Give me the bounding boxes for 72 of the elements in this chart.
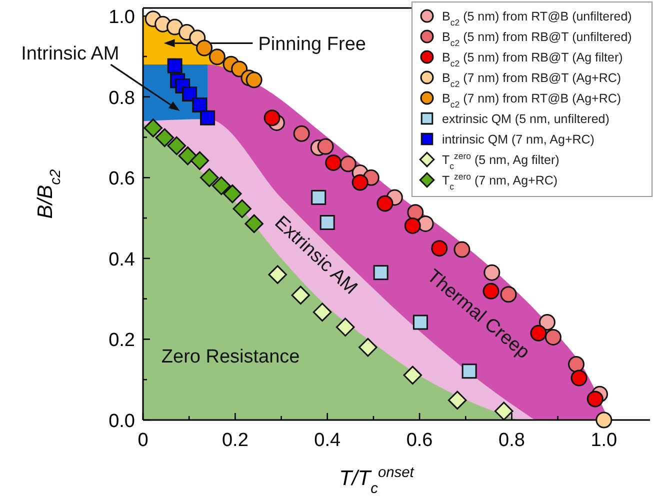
point bbox=[431, 240, 448, 257]
point bbox=[246, 72, 262, 88]
point bbox=[538, 314, 556, 330]
legend-label: B$_{c2}$ (5 nm) from RT@B (unfiltered) bbox=[442, 10, 632, 28]
point bbox=[596, 412, 612, 428]
y-tick-label: 0.0 bbox=[108, 411, 135, 432]
point bbox=[412, 314, 428, 330]
point bbox=[293, 125, 310, 142]
x-tick-label: 0.4 bbox=[314, 430, 341, 451]
point bbox=[340, 156, 356, 172]
point bbox=[244, 214, 264, 234]
point bbox=[568, 356, 585, 373]
point bbox=[155, 128, 174, 148]
x-tick-label: 1.0 bbox=[590, 430, 618, 451]
point bbox=[317, 138, 334, 155]
x-tick-label: 0.2 bbox=[222, 430, 248, 451]
point bbox=[167, 136, 186, 156]
legend-label: B$_{c2}$ (7 nm) from RB@T (Ag+RC) bbox=[442, 71, 622, 89]
text: Intrinsic AM bbox=[21, 43, 120, 64]
x-tick-label: 0.8 bbox=[498, 430, 525, 451]
point bbox=[264, 110, 280, 126]
point bbox=[200, 110, 216, 126]
legend-label: extrinsic QM (5 nm, unfiltered) bbox=[442, 112, 610, 126]
annotation: Pinning Free bbox=[258, 34, 366, 56]
point bbox=[544, 328, 562, 346]
point bbox=[232, 199, 252, 218]
point bbox=[586, 390, 604, 408]
point bbox=[200, 168, 219, 188]
point bbox=[178, 146, 198, 166]
point bbox=[182, 86, 198, 102]
point bbox=[403, 366, 422, 385]
point bbox=[291, 286, 310, 305]
y-tick-label: 1.0 bbox=[108, 7, 135, 28]
point bbox=[312, 302, 332, 322]
y-tick-label: 0.2 bbox=[108, 330, 135, 352]
point bbox=[311, 190, 326, 205]
x-tick-label: 0.6 bbox=[406, 430, 433, 451]
point bbox=[494, 402, 514, 420]
point bbox=[462, 364, 477, 379]
x-tick-label: 0 bbox=[138, 430, 148, 451]
point bbox=[190, 151, 210, 170]
point bbox=[192, 97, 208, 112]
legend-label: B$_{c2}$ (5 nm) from RB@T (Ag filter) bbox=[442, 50, 623, 68]
point bbox=[336, 318, 355, 336]
point bbox=[500, 286, 517, 303]
point bbox=[448, 390, 467, 410]
point bbox=[325, 154, 342, 171]
point bbox=[231, 60, 248, 78]
legend-label: B$_{c2}$ (5 nm) from RB@T (unfiltered) bbox=[442, 30, 632, 48]
point bbox=[404, 217, 421, 234]
point bbox=[212, 176, 231, 196]
point bbox=[196, 40, 213, 56]
y-tick-label: 0.8 bbox=[108, 88, 135, 109]
point bbox=[352, 174, 368, 191]
point bbox=[358, 338, 378, 357]
point bbox=[530, 324, 547, 342]
legend-label: intrinsic QM (7 nm, Ag+RC) bbox=[442, 132, 594, 146]
point bbox=[167, 58, 182, 74]
y-tick-label: 0.4 bbox=[108, 249, 136, 270]
point bbox=[454, 241, 470, 258]
point bbox=[223, 184, 242, 204]
point bbox=[407, 204, 424, 221]
point bbox=[144, 118, 163, 138]
legend-label: B$_{c2}$ (7 nm) from RT@B (Ag+RC) bbox=[442, 92, 622, 110]
point bbox=[376, 195, 394, 212]
legend-label: T$_{c}$$^{zero}$ (7 nm, Ag+RC) bbox=[442, 172, 558, 192]
point bbox=[373, 265, 388, 280]
legend-label: T$_{c}$$^{zero}$ (5 nm, Ag filter) bbox=[442, 151, 560, 171]
annotation: Zero Resistance bbox=[161, 346, 300, 368]
y-tick-label: 0.6 bbox=[108, 168, 135, 190]
point bbox=[208, 48, 226, 66]
point bbox=[570, 370, 588, 386]
